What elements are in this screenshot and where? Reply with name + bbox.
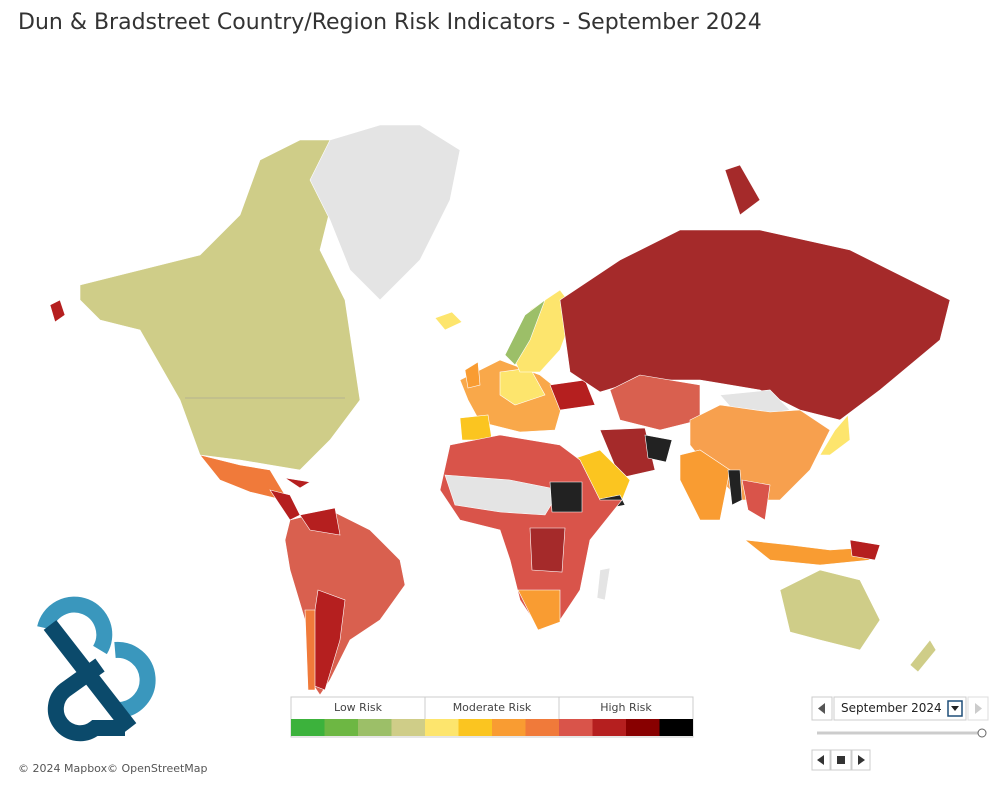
legend-swatch <box>358 719 392 736</box>
chile <box>304 609 316 691</box>
arctic-islands <box>724 164 761 216</box>
legend-swatch <box>559 719 593 736</box>
date-control: September 2024 <box>811 696 989 771</box>
stop-icon <box>837 756 845 764</box>
attribution-osm: © OpenStreetMap <box>107 762 208 775</box>
southeast-asia <box>741 479 771 521</box>
legend: Low Risk Moderate Risk High Risk <box>290 696 694 738</box>
argentina <box>311 589 346 691</box>
legend-swatch <box>626 719 660 736</box>
play-icon <box>858 755 865 765</box>
legend-swatch <box>525 719 559 736</box>
legend-swatch <box>291 719 325 736</box>
sudan <box>549 481 583 513</box>
title: Dun & Bradstreet Country/Region Risk Ind… <box>18 10 762 35</box>
logo <box>37 596 156 742</box>
uk <box>464 361 481 389</box>
play-back-icon <box>817 755 824 765</box>
madagascar <box>596 567 611 601</box>
ukraine <box>549 379 596 411</box>
legend-swatch <box>592 719 626 736</box>
legend-swatch <box>324 719 358 736</box>
new-zealand <box>909 639 937 673</box>
logo-ring-bottom <box>114 641 156 718</box>
dropdown-icon <box>951 706 959 711</box>
iceland <box>434 311 463 331</box>
alaska-tip <box>49 299 66 323</box>
iberia <box>459 414 493 441</box>
central-asia <box>609 374 701 431</box>
sahel <box>444 474 561 516</box>
greenland <box>309 124 461 301</box>
logo-ring-top <box>37 596 113 655</box>
legend-swatch <box>492 719 526 736</box>
central-america <box>269 489 301 521</box>
legend-group-label: Moderate Risk <box>453 701 532 714</box>
myanmar <box>727 469 743 506</box>
date-dropdown[interactable] <box>833 696 967 721</box>
venezuela <box>299 507 341 536</box>
legend-swatch <box>458 719 492 736</box>
attribution-mapbox: © 2024 Mapbox <box>18 762 108 775</box>
logo-ampersand <box>43 620 137 742</box>
australia <box>779 569 881 651</box>
slider-handle[interactable] <box>977 728 987 738</box>
cuba <box>284 477 311 489</box>
legend-group-label: Low Risk <box>334 701 383 714</box>
japan <box>819 414 851 456</box>
north-america <box>79 139 361 471</box>
legend-swatch <box>391 719 425 736</box>
legend-swatch <box>659 719 693 736</box>
legend-swatch <box>425 719 459 736</box>
south-america <box>284 509 406 696</box>
legend-group-label: High Risk <box>600 701 652 714</box>
next-icon <box>975 703 982 714</box>
iran <box>599 427 656 479</box>
india <box>679 449 731 521</box>
date-value: September 2024 <box>841 701 942 715</box>
papua <box>849 539 881 561</box>
norway <box>504 299 546 366</box>
central-africa <box>529 527 566 573</box>
southern-africa <box>517 589 561 631</box>
prev-icon <box>818 703 825 714</box>
afghanistan <box>644 434 673 463</box>
world-map <box>49 124 951 696</box>
